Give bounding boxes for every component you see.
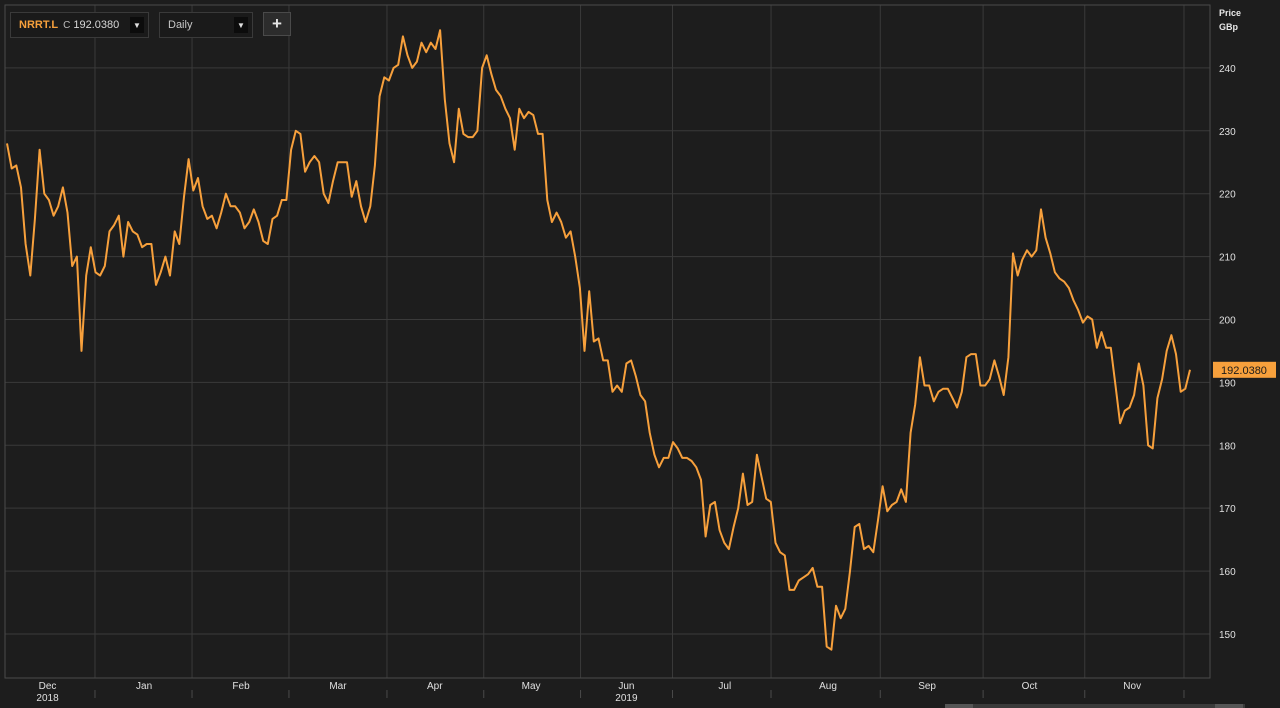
x-year-label: 2018 (36, 693, 59, 704)
instrument-selector[interactable]: NRRT.L C 192.0380 ▼ (10, 12, 149, 38)
y-tick-label: 170 (1219, 504, 1236, 515)
x-tick-label: Feb (232, 681, 250, 692)
y-tick-label: 220 (1219, 190, 1236, 201)
chevron-down-icon[interactable]: ▼ (234, 17, 248, 33)
x-tick-label: Mar (329, 681, 347, 692)
price-series-line (6, 29, 1191, 651)
y-tick-label: 230 (1219, 127, 1236, 138)
interval-dropdown[interactable]: Daily ▼ (159, 12, 253, 38)
y-tick-label: 210 (1219, 253, 1236, 264)
last-price-tag: 192.0380 (1213, 361, 1276, 378)
chevron-down-icon[interactable]: ▼ (130, 17, 144, 33)
scrollbar-handle-left[interactable] (945, 704, 973, 708)
y-tick-label: 160 (1219, 567, 1236, 578)
x-tick-label: May (522, 681, 541, 692)
ric-label: NRRT.L (19, 19, 59, 31)
x-tick-label: Apr (427, 681, 443, 692)
add-series-button[interactable]: + (263, 12, 291, 36)
x-tick-label: Dec (39, 681, 57, 692)
plot-area (5, 5, 1210, 678)
close-label: C (63, 19, 71, 31)
last-price-label: 192.0380 (1221, 365, 1267, 377)
y-tick-label: 200 (1219, 315, 1236, 326)
x-tick-label: Jun (618, 681, 634, 692)
y-axis-title-line1: Price (1219, 8, 1242, 18)
y-tick-label: 190 (1219, 378, 1236, 389)
y-axis-title: Price GBp (1219, 6, 1241, 34)
close-value: 192.0380 (73, 19, 120, 31)
y-tick-label: 240 (1219, 64, 1236, 75)
scrollbar-handle-right[interactable] (1215, 704, 1243, 708)
plot-frame (4, 4, 1211, 679)
y-tick-label: 150 (1219, 630, 1236, 641)
x-tick-label: Oct (1022, 681, 1038, 692)
x-tick-label: Sep (918, 681, 936, 692)
x-tick-label: Aug (819, 681, 837, 692)
x-tick-label: Nov (1123, 681, 1141, 692)
x-year-label: 2019 (615, 693, 638, 704)
time-scrollbar[interactable] (945, 704, 1245, 708)
y-tick-label: 180 (1219, 441, 1236, 452)
y-axis-title-line2: GBp (1219, 22, 1238, 32)
interval-label: Daily (168, 19, 193, 31)
plus-icon: + (272, 14, 282, 33)
x-tick-label: Jul (718, 681, 731, 692)
x-tick-label: Jan (136, 681, 152, 692)
